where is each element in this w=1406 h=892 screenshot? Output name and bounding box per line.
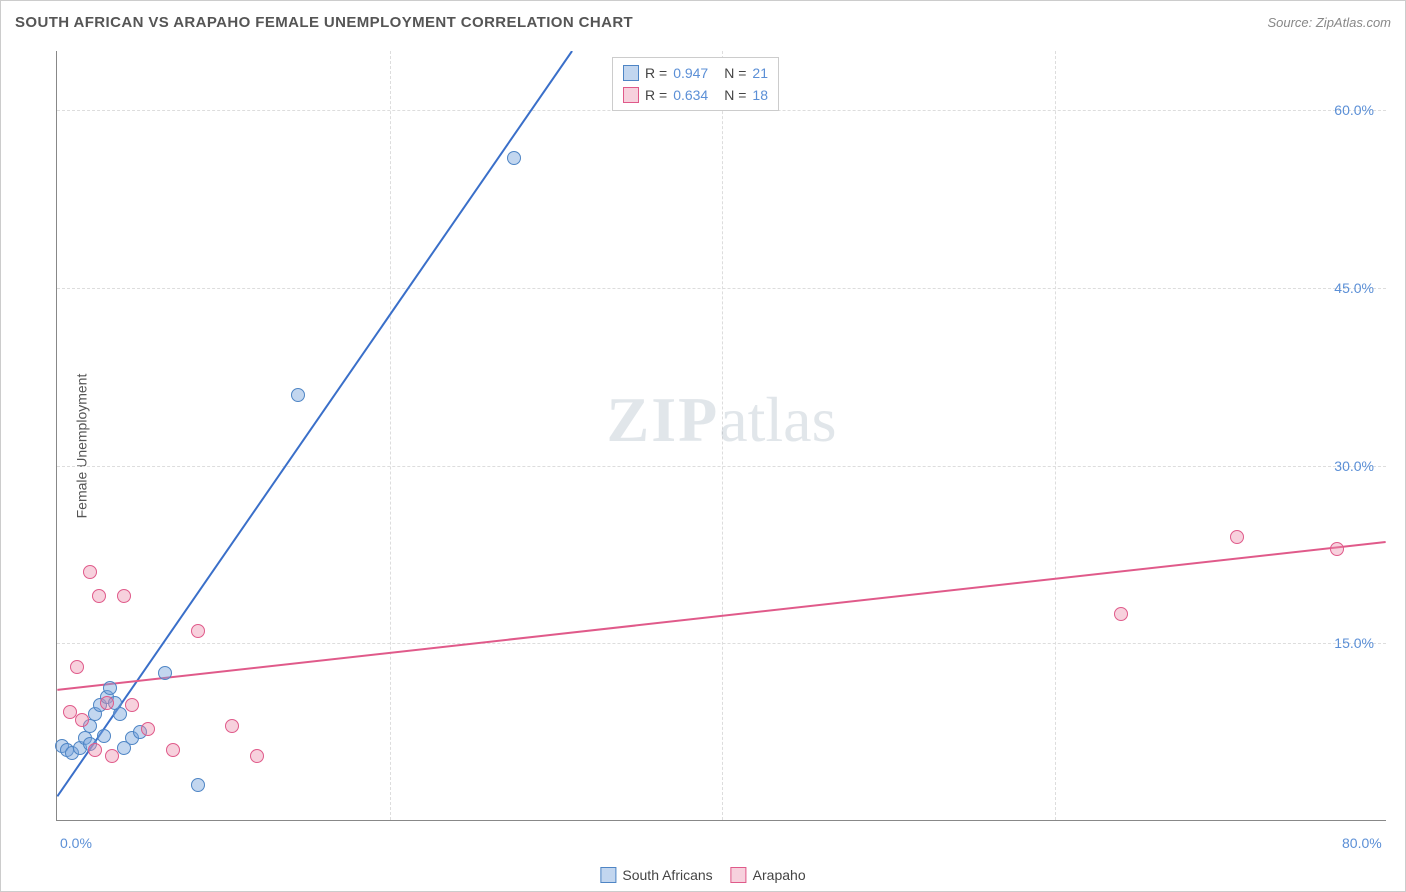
gridline-v xyxy=(1055,51,1056,820)
legend-label: South Africans xyxy=(622,867,712,883)
x-tick-label: 0.0% xyxy=(60,835,92,851)
data-point xyxy=(1230,530,1244,544)
y-tick-label: 60.0% xyxy=(1334,102,1374,118)
stat-r-label: R = xyxy=(645,84,667,106)
y-tick-label: 45.0% xyxy=(1334,280,1374,296)
stat-r-value: 0.634 xyxy=(673,84,708,106)
data-point xyxy=(1330,542,1344,556)
source-label: Source: ZipAtlas.com xyxy=(1267,15,1391,30)
data-point xyxy=(250,749,264,763)
plot-area: ZIPatlas 15.0% 30.0% 45.0% 60.0% R = 0.947 N =… xyxy=(56,51,1386,821)
legend-label: Arapaho xyxy=(753,867,806,883)
data-point xyxy=(100,696,114,710)
chart-title: SOUTH AFRICAN VS ARAPAHO FEMALE UNEMPLOY… xyxy=(15,14,633,31)
data-point xyxy=(191,624,205,638)
data-point xyxy=(70,660,84,674)
stat-r-value: 0.947 xyxy=(673,62,708,84)
stat-n-label: N = xyxy=(724,62,746,84)
swatch-icon xyxy=(623,87,639,103)
data-point xyxy=(191,778,205,792)
gridline-v xyxy=(722,51,723,820)
chart-header: SOUTH AFRICAN VS ARAPAHO FEMALE UNEMPLOY… xyxy=(1,1,1405,43)
swatch-icon xyxy=(600,867,616,883)
data-point xyxy=(83,565,97,579)
data-point xyxy=(225,719,239,733)
swatch-icon xyxy=(731,867,747,883)
data-point xyxy=(75,713,89,727)
y-tick-label: 15.0% xyxy=(1334,635,1374,651)
stat-r-label: R = xyxy=(645,62,667,84)
data-point xyxy=(88,743,102,757)
stats-legend-row: R = 0.947 N = 21 xyxy=(623,62,768,84)
legend-bottom: South Africans Arapaho xyxy=(600,867,805,883)
stat-n-value: 21 xyxy=(752,62,768,84)
data-point xyxy=(291,388,305,402)
data-point xyxy=(158,666,172,680)
data-point xyxy=(141,722,155,736)
data-point xyxy=(166,743,180,757)
stats-legend-row: R = 0.634 N = 18 xyxy=(623,84,768,106)
data-point xyxy=(117,589,131,603)
data-point xyxy=(92,589,106,603)
stats-legend: R = 0.947 N = 21 R = 0.634 N = 18 xyxy=(612,57,779,111)
data-point xyxy=(103,681,117,695)
x-tick-label: 80.0% xyxy=(1342,835,1382,851)
data-point xyxy=(125,698,139,712)
watermark-atlas: atlas xyxy=(719,384,836,455)
data-point xyxy=(97,729,111,743)
trend-line xyxy=(57,51,572,796)
y-tick-label: 30.0% xyxy=(1334,458,1374,474)
legend-item-south-africans: South Africans xyxy=(600,867,712,883)
stat-n-label: N = xyxy=(724,84,746,106)
legend-item-arapaho: Arapaho xyxy=(731,867,806,883)
chart-container: SOUTH AFRICAN VS ARAPAHO FEMALE UNEMPLOY… xyxy=(0,0,1406,892)
watermark-zip: ZIP xyxy=(607,384,720,455)
data-point xyxy=(507,151,521,165)
swatch-icon xyxy=(623,65,639,81)
data-point xyxy=(1114,607,1128,621)
gridline-v xyxy=(390,51,391,820)
stat-n-value: 18 xyxy=(752,84,768,106)
data-point xyxy=(105,749,119,763)
